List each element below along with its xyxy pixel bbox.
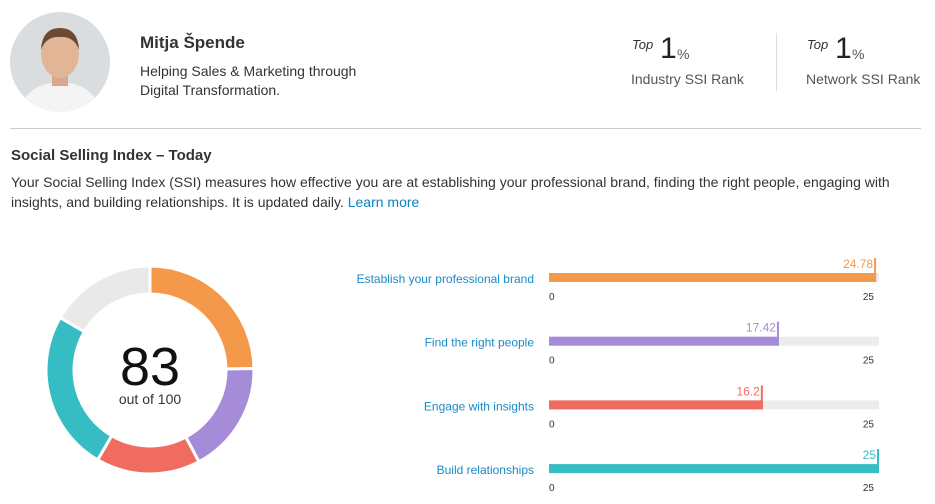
value-label: 16.2 — [736, 384, 760, 398]
x-tick-label: 25 — [863, 419, 875, 430]
x-tick-label: 0 — [549, 292, 555, 303]
donut-segment — [183, 367, 256, 464]
x-tick-label: 0 — [549, 483, 555, 494]
component-label: Find the right people — [425, 336, 535, 350]
section-description: Your Social Selling Index (SSI) measures… — [11, 173, 926, 212]
rank-unit: % — [852, 46, 865, 62]
donut-segment — [95, 433, 201, 476]
learn-more-link[interactable]: Learn more — [347, 193, 420, 210]
x-tick-label: 25 — [863, 483, 875, 494]
rank-value: 1 — [660, 32, 677, 65]
x-tick-label: 0 — [549, 356, 555, 367]
bar — [549, 464, 879, 474]
value-label: 24.78 — [843, 257, 873, 271]
avatar — [10, 12, 110, 112]
donut-remainder — [58, 264, 152, 334]
component-label: Engage with insights — [424, 399, 534, 413]
profile-name: Mitja Špende — [140, 33, 245, 52]
value-label: 25 — [863, 448, 877, 462]
x-tick-label: 0 — [549, 419, 555, 430]
component-label: Establish your professional brand — [357, 272, 534, 286]
rank-prefix: Top — [807, 37, 829, 52]
profile-headline: Helping Sales & Marketing through Digita… — [140, 63, 357, 98]
x-tick-label: 25 — [863, 292, 875, 303]
divider — [10, 128, 921, 129]
rank-label: Network SSI Rank — [806, 71, 921, 87]
donut-segment — [44, 315, 114, 462]
rank-prefix: Top — [632, 37, 654, 52]
rank-value: 1 — [835, 32, 852, 65]
component-label: Build relationships — [437, 463, 534, 477]
bar — [549, 273, 877, 282]
x-tick-label: 25 — [863, 356, 875, 367]
description-text: Your Social Selling Index (SSI) measures… — [11, 174, 890, 210]
rank-label: Industry SSI Rank — [631, 71, 744, 87]
bar — [549, 400, 763, 410]
rank-divider — [776, 33, 777, 91]
bar — [549, 336, 779, 346]
score-total-label: out of 100 — [119, 391, 181, 407]
value-label: 17.42 — [746, 321, 776, 335]
section-title: Social Selling Index – Today — [11, 147, 212, 164]
rank-unit: % — [677, 46, 690, 62]
score-value: 83 — [120, 337, 180, 397]
